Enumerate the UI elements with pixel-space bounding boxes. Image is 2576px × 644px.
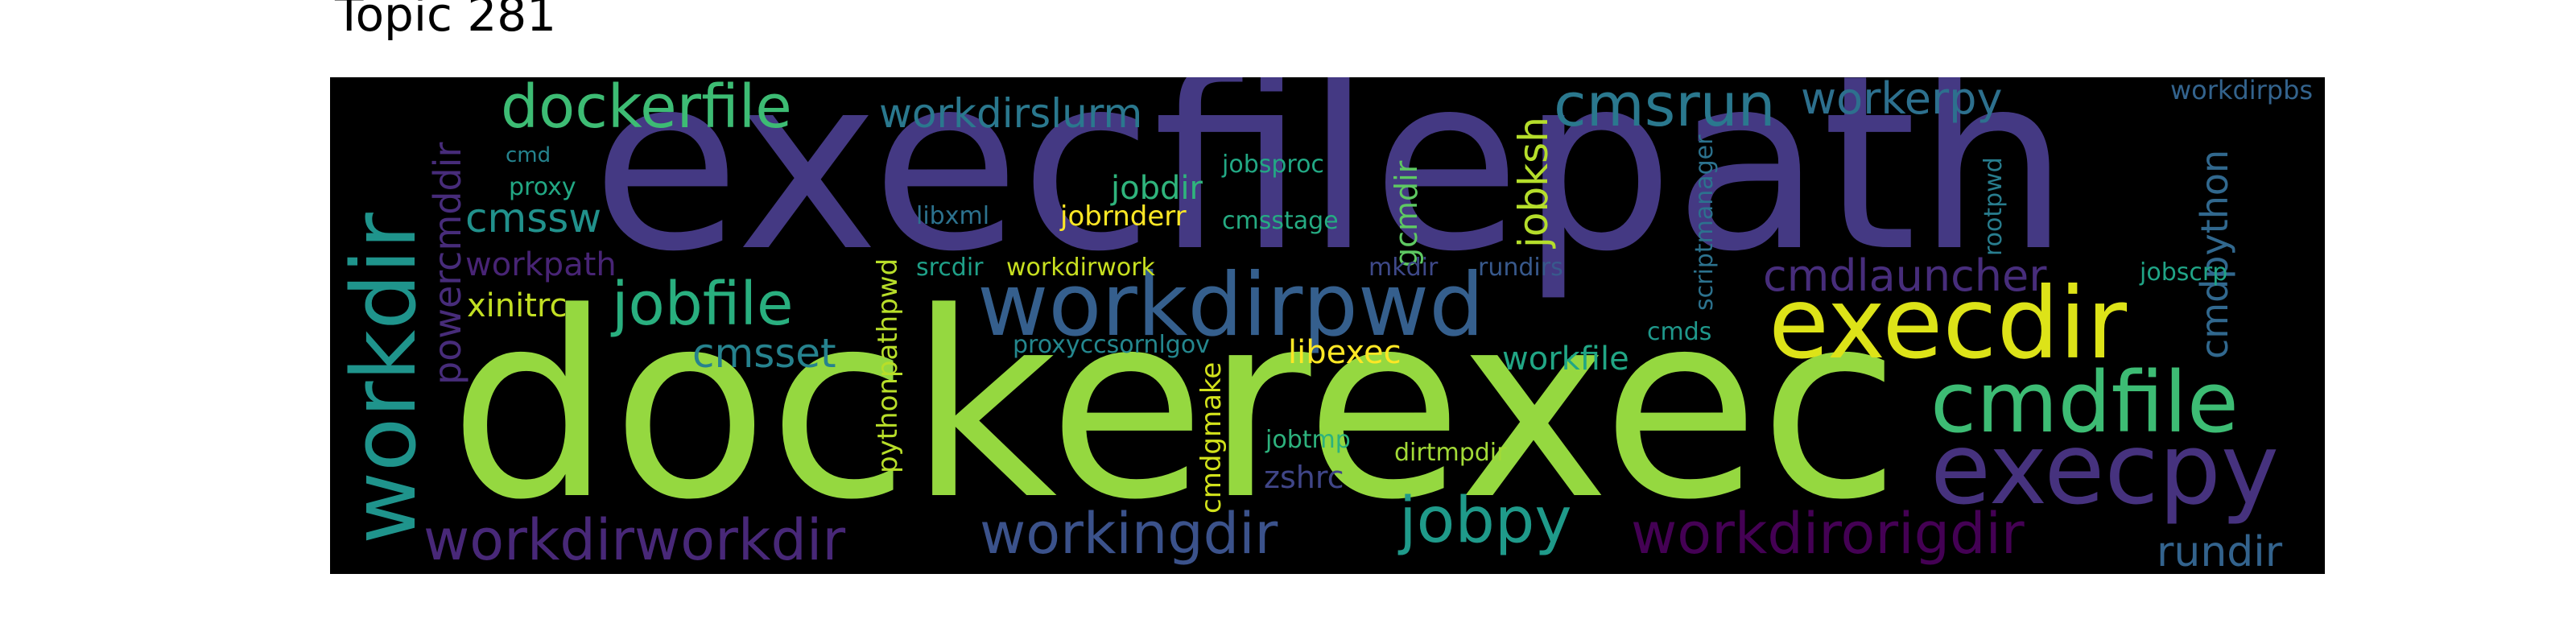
word-cmdpython: cmdpython — [2193, 149, 2236, 359]
word-proxy: proxy — [509, 173, 576, 201]
word-workdirpwd: workdirpwd — [977, 255, 1484, 356]
word-libxml: libxml — [916, 202, 990, 230]
word-workdirslurm: workdirslurm — [879, 90, 1143, 137]
word-jobpy: jobpy — [1399, 485, 1572, 557]
word-dirtmpdir: dirtmpdir — [1394, 439, 1507, 467]
word-scriptmanager: scriptmanager — [1690, 134, 1719, 311]
word-powercmddir: powercmddir — [426, 142, 469, 385]
word-rootpwd: rootpwd — [1979, 157, 2008, 256]
word-execdir: execdir — [1769, 266, 2127, 381]
word-execpy: execpy — [1930, 412, 2280, 526]
word-workingdir: workingdir — [980, 501, 1278, 567]
word-zshrc: zshrc — [1264, 460, 1344, 495]
word-cmdgmake: cmdgmake — [1195, 361, 1228, 514]
word-rundirs: rundirs — [1478, 254, 1563, 282]
word-workdir: workdir — [332, 213, 436, 544]
figure-title: Topic 281 — [335, 0, 557, 42]
word-libexec: libexec — [1288, 334, 1402, 371]
word-workdirpbs: workdirpbs — [2170, 77, 2314, 105]
word-jobksh: jobksh — [1510, 117, 1557, 248]
word-cmsrun: cmsrun — [1554, 77, 1776, 140]
word-execfilepath: execfilepath — [592, 77, 2070, 304]
word-workdirorigdir: workdirorigdir — [1631, 501, 2025, 567]
word-dockerexec: dockerexec — [449, 258, 1901, 555]
word-jobrnderr: jobrnderr — [1060, 200, 1187, 233]
word-jobscrp: jobscrp — [2140, 258, 2228, 287]
word-proxyccsornlgov: proxyccsornlgov — [1013, 331, 1210, 359]
word-cmdfile: cmdfile — [1930, 353, 2239, 452]
word-cmssw: cmssw — [465, 195, 602, 242]
word-cmd: cmd — [506, 143, 551, 167]
word-rundir: rundir — [2157, 528, 2283, 574]
word-workpath: workpath — [465, 246, 617, 283]
word-cloud: execfilepath dockerexec workdirpwd execd… — [330, 77, 2325, 574]
word-jobdir: jobdir — [1111, 170, 1203, 207]
word-jobfile: jobfile — [612, 270, 794, 339]
word-xinitrc: xinitrc — [467, 287, 568, 324]
word-workerpy: workerpy — [1801, 77, 2003, 124]
word-dockerfile: dockerfile — [501, 77, 792, 142]
word-workdirwork: workdirwork — [1006, 254, 1155, 282]
word-srcdir: srcdir — [916, 254, 984, 282]
word-jobtmp: jobtmp — [1265, 426, 1351, 454]
word-cmds: cmds — [1647, 318, 1712, 346]
word-pythonpathpwd: pythonpathpwd — [872, 258, 904, 473]
word-cmsstage: cmsstage — [1222, 207, 1339, 235]
word-workfile: workfile — [1502, 341, 1629, 378]
word-gcmdir: gcmdir — [1389, 160, 1424, 267]
word-mkdir: mkdir — [1368, 254, 1439, 282]
word-cmdlauncher: cmdlauncher — [1763, 250, 2047, 301]
word-workdirworkdir: workdirworkdir — [423, 507, 846, 573]
word-cmsset: cmsset — [692, 330, 836, 377]
word-jobsproc: jobsproc — [1222, 151, 1324, 179]
